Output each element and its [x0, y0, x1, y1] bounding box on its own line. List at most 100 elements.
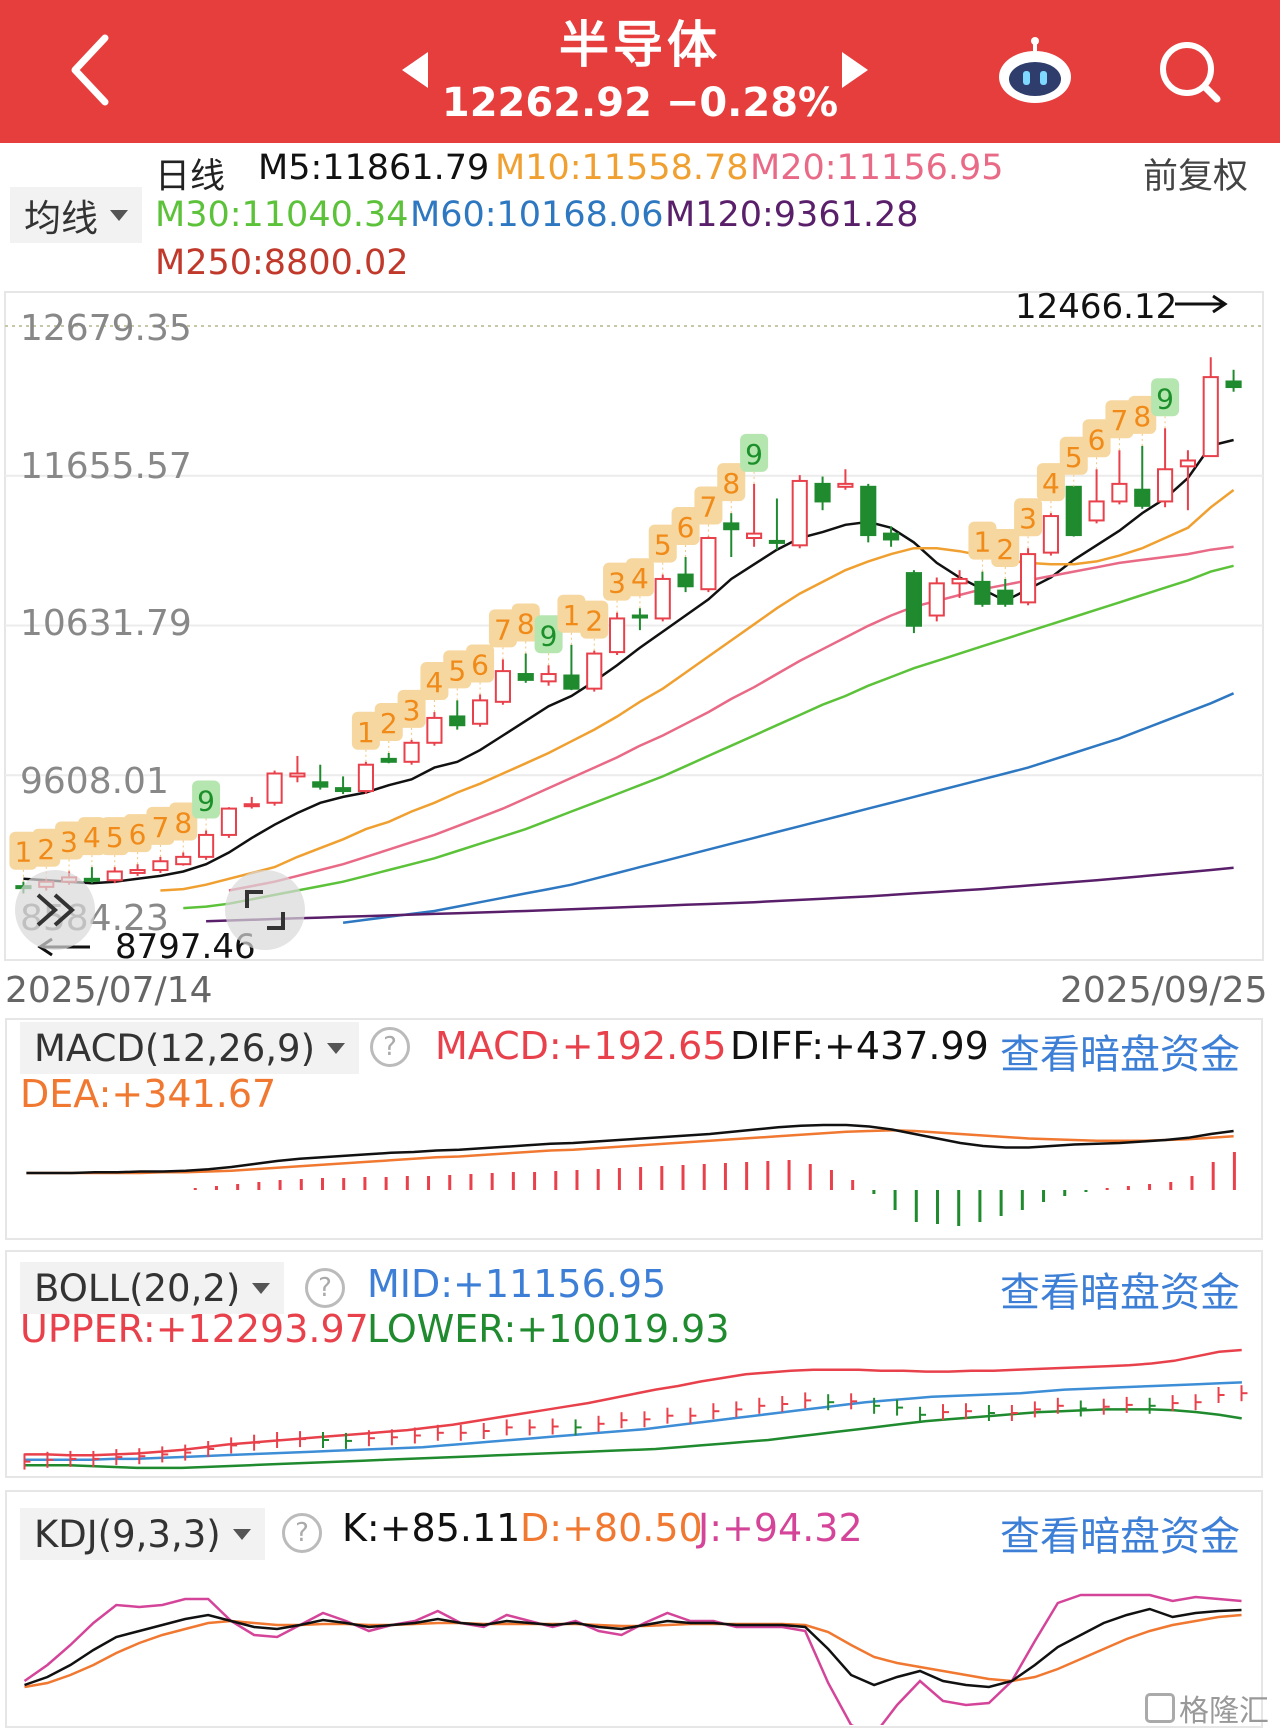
svg-text:8: 8: [722, 467, 740, 500]
candle: [1042, 513, 1059, 556]
boll-ohlc-tick: [1171, 1395, 1179, 1412]
svg-text:6: 6: [129, 818, 147, 851]
adjust-mode-button[interactable]: 前复权: [1143, 157, 1249, 197]
boll-ohlc-tick: [482, 1423, 490, 1439]
macd-indicator-dropdown[interactable]: MACD(12,26,9): [20, 1022, 360, 1074]
ma60-value: M60:10168.06: [410, 195, 664, 235]
candle: [472, 694, 489, 727]
candle: [220, 807, 237, 838]
m10-line: [160, 489, 1235, 892]
expand-button[interactable]: [15, 870, 95, 950]
ma5-value: M5:11861.79: [258, 148, 490, 188]
svg-text:7: 7: [152, 811, 170, 844]
candle: [175, 852, 192, 866]
svg-text:6: 6: [677, 511, 695, 544]
back-button[interactable]: [50, 20, 130, 120]
macd-dark-pool-link[interactable]: 查看暗盘资金: [1000, 1032, 1240, 1078]
candle: [768, 498, 785, 550]
ma20-value: M20:11156.95: [750, 148, 1004, 188]
boll-dark-pool-link[interactable]: 查看暗盘资金: [1000, 1270, 1240, 1316]
boll-ohlc-tick: [689, 1407, 697, 1424]
boll-ohlc-tick: [505, 1419, 513, 1436]
td-sequence-marker: 1: [968, 521, 997, 572]
triangle-left-icon: [402, 52, 428, 88]
svg-text:6: 6: [1088, 423, 1106, 456]
y-tick-1: 11655.57: [20, 446, 192, 487]
svg-text:8: 8: [517, 608, 535, 641]
max-price-label: 12466.12: [1015, 290, 1177, 327]
boll-ohlc-tick: [115, 1449, 123, 1466]
boll-indicator-dropdown[interactable]: BOLL(20,2): [20, 1262, 285, 1314]
td-sequence-marker: 5: [1059, 436, 1088, 487]
m30-line: [183, 564, 1234, 910]
td-sequence-marker: 7: [488, 609, 517, 660]
help-icon[interactable]: ?: [282, 1513, 322, 1553]
kdj-k-line: [24, 1607, 1242, 1689]
boll-ohlc-tick: [1125, 1396, 1133, 1413]
boll-label: BOLL(20,2): [34, 1266, 241, 1310]
boll-ohlc-tick: [1102, 1398, 1110, 1415]
search-button[interactable]: [1140, 22, 1240, 122]
m60-line: [342, 692, 1235, 924]
td-sequence-marker: 5: [648, 524, 677, 575]
td-sequence-marker: 8: [1128, 395, 1157, 446]
candle: [357, 761, 374, 794]
boll-ohlc-tick: [735, 1401, 743, 1418]
svg-text:8: 8: [1133, 400, 1151, 433]
y-tick-3: 9608.01: [20, 761, 169, 802]
candle: [1134, 445, 1151, 509]
arrow-right-icon: [1175, 294, 1228, 314]
svg-text:2: 2: [996, 533, 1014, 566]
watermark: 格隆汇: [1145, 1686, 1269, 1730]
kdj-k-value: K:+85.11: [342, 1506, 521, 1550]
svg-text:9: 9: [745, 438, 763, 471]
chevron-left-icon: [71, 34, 109, 106]
td-sequence-marker: 4: [625, 558, 654, 609]
td-sequence-marker: 3: [603, 562, 632, 613]
ma30-value: M30:11040.34: [155, 195, 409, 235]
candle: [791, 475, 808, 549]
boll-ohlc-tick: [597, 1415, 605, 1432]
svg-text:3: 3: [60, 825, 78, 858]
boll-ohlc-tick: [1056, 1397, 1064, 1414]
svg-text:5: 5: [106, 821, 124, 854]
kdj-label: KDJ(9,3,3): [34, 1512, 221, 1556]
help-icon[interactable]: ?: [305, 1268, 345, 1308]
boll-ohlc-tick: [344, 1432, 352, 1449]
candle: [540, 665, 557, 686]
boll-ohlc-tick: [781, 1396, 789, 1412]
fullscreen-button[interactable]: [225, 870, 305, 950]
candle: [654, 574, 671, 622]
boll-ohlc-tick: [299, 1431, 307, 1448]
ma-dropdown[interactable]: 均线: [10, 187, 142, 243]
candle: [905, 570, 922, 634]
candle: [517, 653, 534, 683]
svg-text:5: 5: [1065, 441, 1083, 474]
boll-ohlc-tick: [666, 1407, 674, 1424]
boll-ohlc-tick: [987, 1405, 995, 1421]
boll-upper-line: [24, 1348, 1242, 1457]
next-stock-button[interactable]: [825, 40, 885, 100]
candle: [1088, 469, 1105, 524]
candle: [1020, 548, 1037, 606]
ai-assistant-button[interactable]: [985, 22, 1085, 122]
candle: [746, 483, 763, 547]
boll-chart: [23, 1348, 1248, 1470]
previous-stock-button[interactable]: [385, 40, 445, 100]
boll-ohlc-tick: [804, 1392, 812, 1409]
ma120-value: M120:9361.28: [665, 195, 919, 235]
kdj-indicator-dropdown[interactable]: KDJ(9,3,3): [20, 1508, 265, 1560]
td-sequence-marker: 7: [1105, 400, 1134, 451]
y-tick-2: 10631.79: [20, 603, 192, 644]
kdj-dark-pool-link[interactable]: 查看暗盘资金: [1000, 1514, 1240, 1560]
boll-mid-line: [24, 1381, 1242, 1462]
td-sequence-marker: 7: [146, 806, 175, 857]
help-icon[interactable]: ?: [370, 1027, 410, 1067]
boll-ohlc-tick: [23, 1453, 31, 1470]
candle: [631, 608, 648, 631]
td-sequence-marker: 6: [466, 644, 495, 695]
fullscreen-icon: [245, 890, 285, 930]
ma-dropdown-label: 均线: [24, 197, 98, 240]
candle: [837, 469, 854, 490]
